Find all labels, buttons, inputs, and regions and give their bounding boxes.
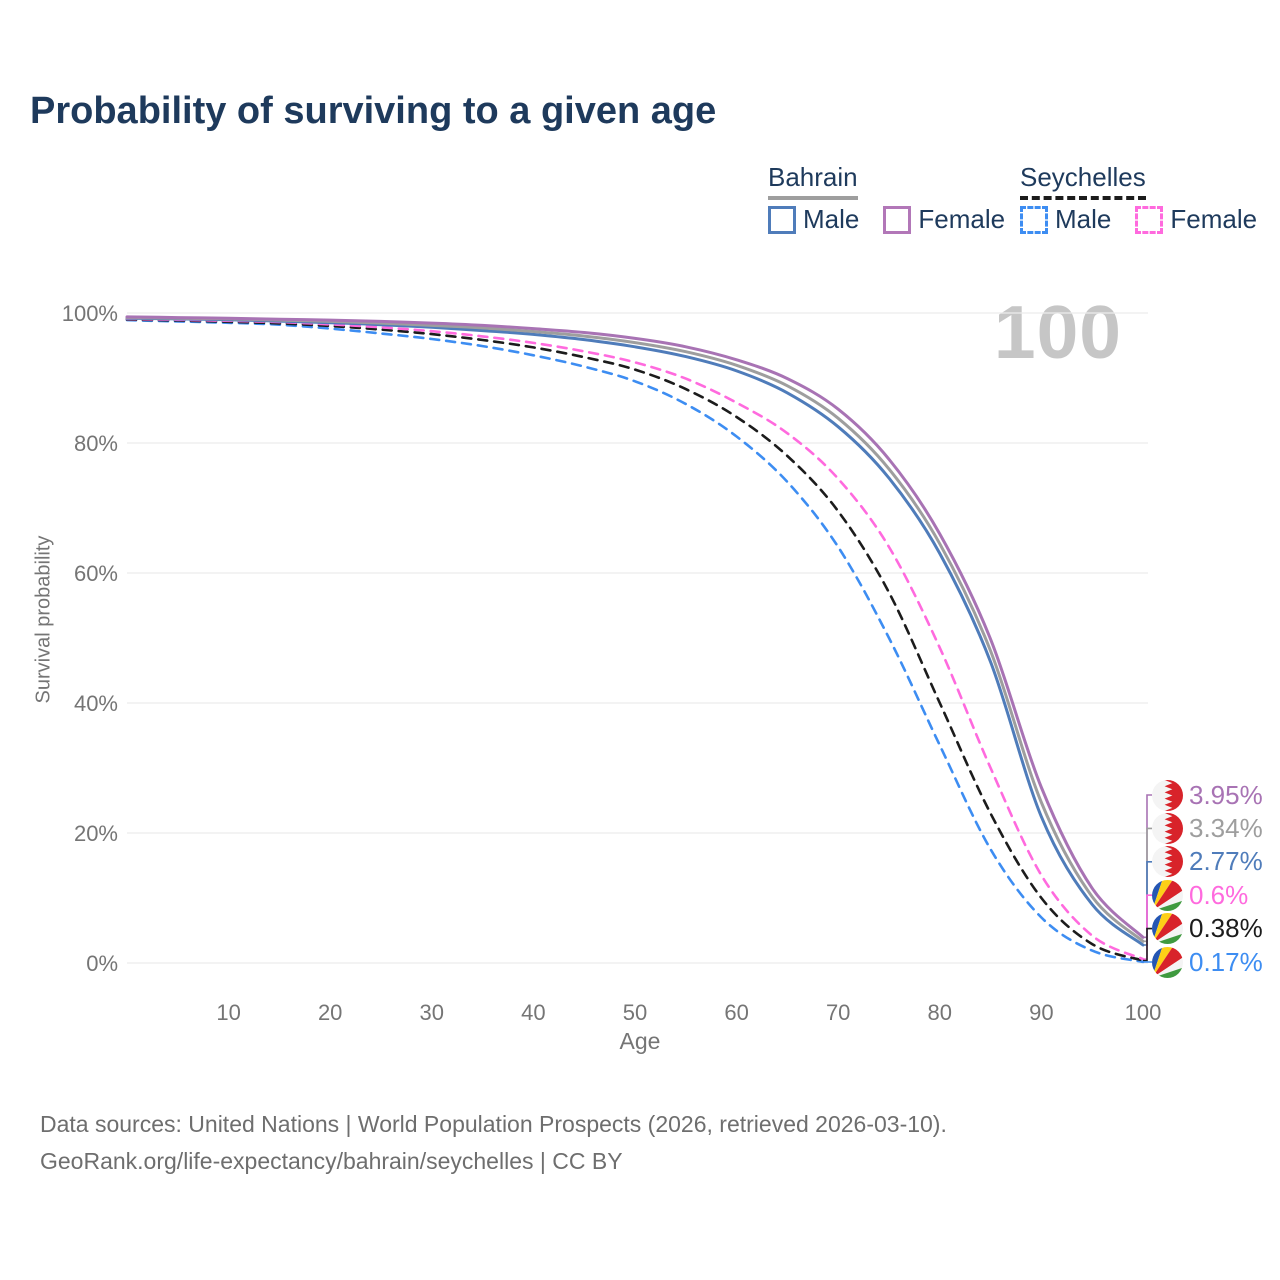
seychelles-flag-icon <box>1152 946 1183 978</box>
curve-bahrain-total <box>125 316 1145 943</box>
end-value: 0.38% <box>1189 913 1263 944</box>
footer-link: GeoRank.org/life-expectancy/bahrain/seyc… <box>40 1148 623 1174</box>
legend-group-seychelles: Seychelles Male Female <box>1020 162 1257 234</box>
bahrain-flag-icon <box>1152 846 1183 878</box>
y-tick-label-60: 60% <box>73 561 118 586</box>
legend-item-seychelles-male[interactable]: Male <box>1020 204 1111 235</box>
legend-item-bahrain-female[interactable]: Female <box>883 204 1005 235</box>
x-axis-title: Age <box>619 1028 661 1054</box>
footer-sources: Data sources: United Nations | World Pop… <box>40 1111 947 1137</box>
curve-seychelles-male <box>125 318 1145 964</box>
x-tick-label-40: 40 <box>521 1000 546 1025</box>
seychelles-flag-icon <box>1152 879 1183 911</box>
end-value: 0.17% <box>1189 946 1263 977</box>
bahrain-female-swatch-icon <box>883 205 912 234</box>
end-value: 2.77% <box>1189 846 1263 877</box>
bahrain-male-swatch-icon <box>768 205 796 234</box>
legend-group-bahrain: Bahrain Male Female <box>768 162 1005 234</box>
end-label-seychelles-male: 0.17% <box>1152 946 1263 978</box>
end-value: 3.34% <box>1189 812 1263 843</box>
x-tick-label-30: 30 <box>419 1000 445 1025</box>
end-label-seychelles-total: 0.38% <box>1152 913 1263 945</box>
y-tick-label-40: 40% <box>73 691 118 716</box>
y-tick-label-100: 100% <box>61 301 118 326</box>
leader-seychelles-female <box>1143 894 1152 960</box>
legend-label: Male <box>803 204 860 234</box>
curve-bahrain-female <box>125 315 1145 939</box>
x-tick-label-70: 70 <box>825 1000 851 1025</box>
page-title: Probability of surviving to a given age <box>30 90 717 132</box>
x-tick-label-60: 60 <box>724 1000 749 1025</box>
x-tick-label-90: 90 <box>1029 1000 1054 1025</box>
seychelles-male-swatch-icon <box>1020 205 1048 234</box>
y-tick-label-20: 20% <box>73 821 118 846</box>
legend-item-seychelles-female[interactable]: Female <box>1135 204 1257 235</box>
legend-header-bahrain: Bahrain <box>768 162 858 200</box>
curve-seychelles-total <box>125 318 1145 962</box>
legend-header-seychelles: Seychelles <box>1020 162 1146 200</box>
bahrain-flag-icon <box>1152 779 1183 811</box>
seychelles-flag-icon <box>1152 913 1183 945</box>
y-tick-label-0: 0% <box>86 951 118 976</box>
end-value: 3.95% <box>1189 779 1263 810</box>
seychelles-female-swatch-icon <box>1135 205 1164 234</box>
end-label-bahrain-total: 3.34% <box>1152 812 1263 844</box>
age-watermark: 100 <box>993 290 1122 374</box>
legend-item-bahrain-male[interactable]: Male <box>768 204 859 235</box>
end-value: 0.6% <box>1189 879 1249 910</box>
leader-seychelles-total <box>1143 927 1152 962</box>
y-axis-title: Survival probability <box>32 535 55 704</box>
end-label-seychelles-female: 0.6% <box>1152 879 1249 911</box>
y-tick-label-80: 80% <box>73 431 118 456</box>
legend-label: Female <box>1170 204 1258 234</box>
legend-label: Male <box>1055 204 1112 234</box>
end-label-bahrain-male: 2.77% <box>1152 846 1263 878</box>
bahrain-flag-icon <box>1152 812 1183 844</box>
legend-label: Female <box>918 204 1006 234</box>
x-tick-label-20: 20 <box>317 1000 343 1025</box>
footer-attribution: Data sources: United Nations | World Pop… <box>40 1106 947 1180</box>
x-tick-label-50: 50 <box>622 1000 648 1025</box>
x-tick-label-100: 100 <box>1124 1000 1162 1025</box>
end-label-bahrain-female: 3.95% <box>1152 779 1263 811</box>
x-tick-label-80: 80 <box>927 1000 953 1025</box>
x-tick-label-10: 10 <box>216 1000 241 1025</box>
